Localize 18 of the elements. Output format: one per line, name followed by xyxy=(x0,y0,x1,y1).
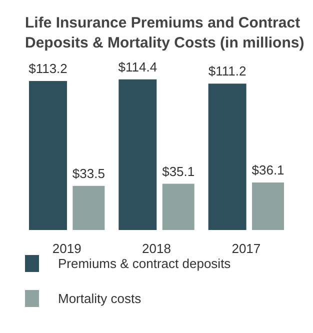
bar xyxy=(252,182,284,230)
chart-title: Life Insurance Premiums and Contract Deposits & Mortality Costs (in millions) xyxy=(25,14,304,52)
x-tick-label: 2018 xyxy=(142,241,171,256)
data-label: $36.1 xyxy=(252,162,284,178)
bar xyxy=(118,79,157,230)
bar xyxy=(208,84,246,230)
x-tick-label: 2019 xyxy=(52,241,82,256)
data-label: $111.2 xyxy=(208,64,246,79)
data-label: $114.4 xyxy=(118,59,158,74)
data-label: $33.5 xyxy=(72,166,105,181)
data-label: $35.1 xyxy=(162,164,195,179)
bar xyxy=(162,184,194,230)
bar xyxy=(72,186,105,230)
legend-label: Mortality costs xyxy=(58,291,142,306)
data-label: $113.2 xyxy=(28,60,68,76)
x-tick-label: 2017 xyxy=(232,241,261,256)
bar xyxy=(28,80,67,230)
legend-label: Premiums & contract deposits xyxy=(58,256,232,271)
